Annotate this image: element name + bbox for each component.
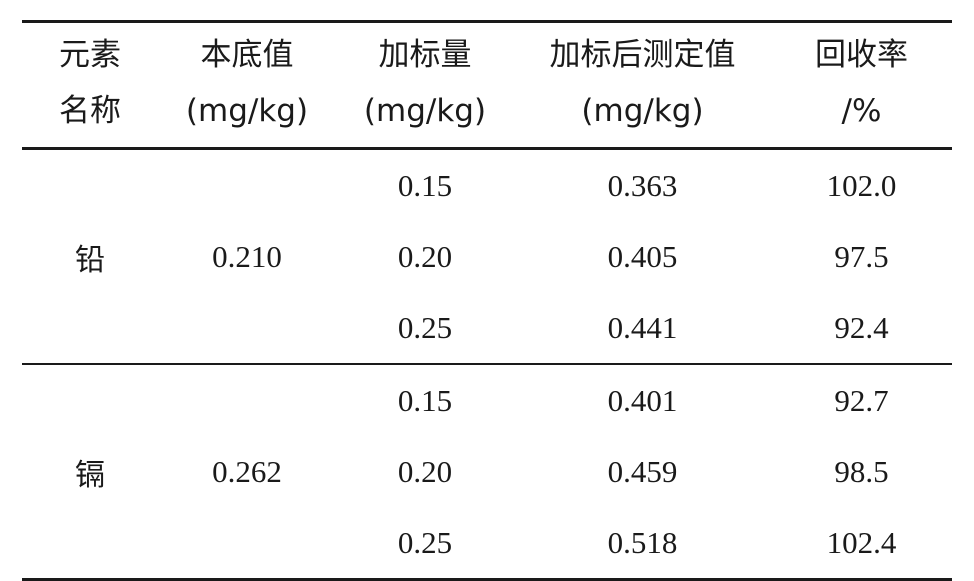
table-header: 元素 名称 本底值 (mg/kg) 加标量 (mg/kg) 加标后测定值 (mg… — [22, 20, 952, 150]
background-value-cell: 0.210 — [158, 148, 336, 365]
spike-cell: 0.25 — [336, 292, 514, 365]
element-name-cell: 铅 — [22, 148, 158, 365]
header-measured-value: 加标后测定值 (mg/kg) — [514, 20, 771, 150]
table-row: 镉 0.262 0.15 0.401 92.7 — [22, 364, 952, 581]
header-spike-amount: 加标量 (mg/kg) — [336, 20, 514, 150]
table-row: 0.20 0.405 97.5 — [22, 221, 952, 292]
recovery-cell: 102.4 — [771, 507, 952, 581]
header-background-value-line1: 本底值 — [200, 37, 294, 73]
spike-cell: 0.25 — [336, 507, 514, 581]
header-spike-amount-line1: 加标量 — [378, 37, 472, 73]
header-spike-amount-line2: (mg/kg) — [363, 93, 487, 129]
measured-cell: 0.441 — [514, 292, 771, 365]
recovery-table-container: 元素 名称 本底值 (mg/kg) 加标量 (mg/kg) 加标后测定值 (mg… — [22, 20, 952, 581]
header-recovery-rate-line2: /% — [841, 93, 882, 129]
header-recovery-rate-line1: 回收率 — [815, 37, 908, 73]
recovery-cell: 98.5 — [834, 453, 889, 489]
element-name-cell: 镉 — [22, 364, 158, 581]
header-row: 元素 名称 本底值 (mg/kg) 加标量 (mg/kg) 加标后测定值 (mg… — [22, 20, 952, 150]
recovery-table: 元素 名称 本底值 (mg/kg) 加标量 (mg/kg) 加标后测定值 (mg… — [22, 20, 952, 581]
measured-cell: 0.363 — [607, 167, 678, 203]
header-measured-value-line2: (mg/kg) — [581, 93, 704, 129]
recovery-cell: 92.7 — [834, 382, 889, 418]
table-row: 铅 0.210 0.15 0.363 102.0 — [22, 148, 952, 365]
spike-cell: 0.20 — [397, 238, 453, 274]
header-recovery-rate: 回收率 /% — [771, 20, 952, 150]
header-background-value-line2: (mg/kg) — [185, 93, 309, 129]
recovery-cell: 92.4 — [771, 292, 952, 365]
measured-cell: 0.405 — [607, 238, 678, 274]
header-element-name: 元素 名称 — [22, 20, 158, 150]
table-row: 0.25 0.518 102.4 — [22, 507, 952, 581]
background-value-cell: 0.262 — [158, 364, 336, 581]
header-element-name-line1: 元素 — [59, 37, 121, 73]
measured-cell: 0.459 — [607, 453, 678, 489]
header-measured-value-line1: 加标后测定值 — [549, 37, 736, 73]
table-row: 0.25 0.441 92.4 — [22, 292, 952, 365]
spike-cell: 0.20 — [397, 453, 453, 489]
header-background-value: 本底值 (mg/kg) — [158, 20, 336, 150]
table-body: 铅 0.210 0.15 0.363 102.0 0.20 0.405 97.5… — [22, 148, 952, 581]
header-element-name-line2: 名称 — [59, 93, 121, 129]
measured-cell: 0.401 — [607, 382, 678, 418]
spike-cell: 0.15 — [397, 167, 453, 203]
recovery-cell: 97.5 — [834, 238, 889, 274]
table-row: 0.20 0.459 98.5 — [22, 436, 952, 507]
recovery-cell: 102.0 — [826, 167, 897, 203]
spike-cell: 0.15 — [397, 382, 453, 418]
measured-cell: 0.518 — [514, 507, 771, 581]
